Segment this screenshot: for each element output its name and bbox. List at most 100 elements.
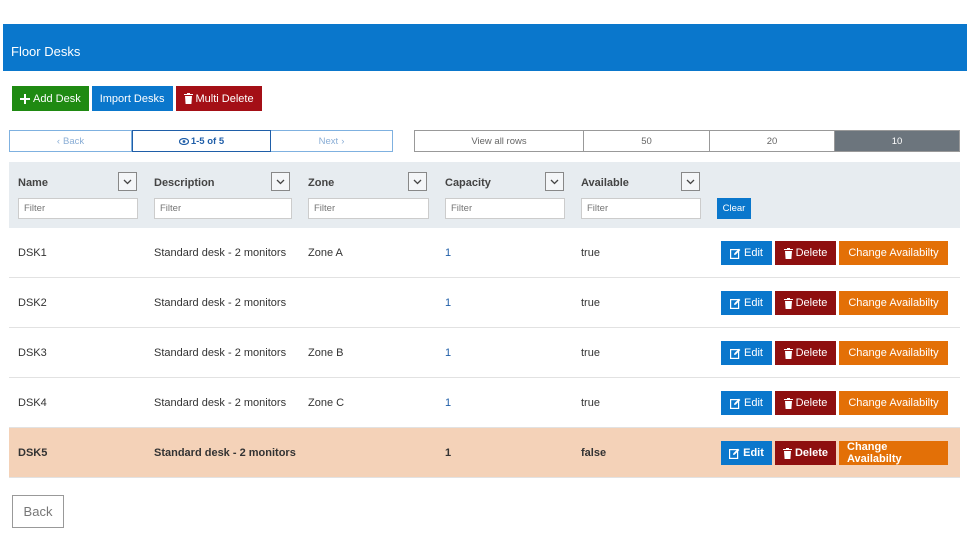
- desk-description: Standard desk - 2 monitors: [154, 447, 296, 459]
- rows-per-page: View all rows 50 20 10: [414, 130, 960, 152]
- table-row: DSK2 Standard desk - 2 monitors 1 true Edit D…: [9, 278, 960, 328]
- row-actions: Edit Delete Change Availabilty: [721, 291, 948, 315]
- column-description-label: Description: [154, 177, 215, 189]
- delete-button[interactable]: Delete: [775, 341, 836, 365]
- change-availability-button[interactable]: Change Availabilty: [839, 391, 948, 415]
- pager-next-button[interactable]: Next ›: [271, 131, 392, 151]
- column-zone-label: Zone: [308, 177, 335, 189]
- change-availability-label: Change Availabilty: [848, 397, 939, 409]
- delete-button[interactable]: Delete: [775, 241, 836, 265]
- column-name: Name: [18, 162, 146, 228]
- column-name-menu-button[interactable]: [118, 172, 137, 191]
- multi-delete-button[interactable]: Multi Delete: [175, 86, 262, 111]
- table-header: Name Description Zone Capacity Available…: [9, 162, 960, 228]
- pager-next-label: Next: [318, 135, 339, 147]
- column-available: Available: [581, 162, 711, 228]
- table-row: DSK5 Standard desk - 2 monitors 1 false Edit…: [9, 428, 960, 478]
- capacity-filter-input[interactable]: [445, 198, 565, 219]
- description-filter-input[interactable]: [154, 198, 292, 219]
- delete-button[interactable]: Delete: [775, 391, 836, 415]
- name-filter-input[interactable]: [18, 198, 138, 219]
- chevron-down-icon: [413, 176, 422, 188]
- delete-button[interactable]: Delete: [775, 291, 836, 315]
- column-zone: Zone: [308, 162, 438, 228]
- column-description-menu-button[interactable]: [271, 172, 290, 191]
- desk-available: false: [581, 447, 607, 459]
- eye-icon: [178, 137, 189, 145]
- add-desk-label: Add Desk: [33, 92, 81, 105]
- zone-filter-input[interactable]: [308, 198, 429, 219]
- row-actions: Edit Delete Change Availabilty: [721, 441, 948, 465]
- trash-icon: [782, 447, 792, 459]
- edit-button[interactable]: Edit: [721, 241, 772, 265]
- edit-button[interactable]: Edit: [721, 391, 772, 415]
- desk-zone: Zone A: [308, 247, 343, 259]
- desk-available: true: [581, 247, 600, 259]
- trash-icon: [183, 93, 193, 104]
- clear-filters-button[interactable]: Clear: [717, 198, 751, 219]
- pager: ‹ Back 1-5 of 5 Next ›: [9, 130, 393, 152]
- delete-label: Delete: [795, 297, 828, 309]
- change-availability-label: Change Availabilty: [848, 347, 939, 359]
- edit-label: Edit: [743, 447, 764, 459]
- edit-button[interactable]: Edit: [721, 341, 772, 365]
- table-row: DSK1 Standard desk - 2 monitors Zone A 1 tru…: [9, 228, 960, 278]
- change-availability-label: Change Availabilty: [848, 297, 939, 309]
- column-available-label: Available: [581, 177, 629, 189]
- change-availability-button[interactable]: Change Availabilty: [839, 441, 948, 465]
- rows-option-20[interactable]: 20: [710, 131, 835, 151]
- column-capacity: Capacity: [445, 162, 575, 228]
- delete-label: Delete: [795, 397, 828, 409]
- table-body: DSK1 Standard desk - 2 monitors Zone A 1 tru…: [9, 228, 960, 478]
- edit-icon: [730, 248, 741, 259]
- delete-button[interactable]: Delete: [775, 441, 836, 465]
- rows-option-all[interactable]: View all rows: [415, 131, 584, 151]
- row-actions: Edit Delete Change Availabilty: [721, 241, 948, 265]
- toolbar: Add Desk Import Desks Multi Delete: [12, 86, 262, 111]
- trash-icon: [783, 397, 793, 409]
- edit-label: Edit: [744, 347, 763, 359]
- desk-name: DSK1: [18, 247, 47, 259]
- trash-icon: [783, 247, 793, 259]
- change-availability-label: Change Availabilty: [847, 441, 902, 465]
- chevron-right-icon: ›: [341, 135, 345, 147]
- column-name-label: Name: [18, 177, 48, 189]
- column-description: Description: [154, 162, 299, 228]
- pager-back-button[interactable]: ‹ Back: [10, 131, 132, 151]
- desk-available: true: [581, 397, 600, 409]
- rows-option-50[interactable]: 50: [584, 131, 710, 151]
- rows-option-10[interactable]: 10: [835, 131, 959, 151]
- delete-label: Delete: [795, 247, 828, 259]
- column-capacity-menu-button[interactable]: [545, 172, 564, 191]
- edit-button[interactable]: Edit: [721, 441, 772, 465]
- trash-icon: [783, 347, 793, 359]
- edit-label: Edit: [744, 297, 763, 309]
- desk-available: true: [581, 297, 600, 309]
- desk-available: true: [581, 347, 600, 359]
- change-availability-button[interactable]: Change Availabilty: [839, 241, 948, 265]
- edit-label: Edit: [744, 247, 763, 259]
- column-zone-menu-button[interactable]: [408, 172, 427, 191]
- import-desks-button[interactable]: Import Desks: [91, 86, 173, 111]
- row-actions: Edit Delete Change Availabilty: [721, 341, 948, 365]
- pager-back-label: Back: [63, 135, 85, 147]
- page-header: Floor Desks: [3, 24, 967, 71]
- desk-description: Standard desk - 2 monitors: [154, 397, 287, 409]
- edit-icon: [730, 298, 741, 309]
- edit-icon: [730, 348, 741, 359]
- available-filter-input[interactable]: [581, 198, 701, 219]
- add-desk-button[interactable]: Add Desk: [12, 86, 89, 111]
- chevron-down-icon: [550, 176, 559, 188]
- change-availability-label: Change Availabilty: [848, 247, 939, 259]
- desk-name: DSK4: [18, 397, 47, 409]
- change-availability-button[interactable]: Change Availabilty: [839, 291, 948, 315]
- delete-label: Delete: [795, 347, 828, 359]
- row-actions: Edit Delete Change Availabilty: [721, 391, 948, 415]
- table-row: DSK3 Standard desk - 2 monitors Zone B 1 tru…: [9, 328, 960, 378]
- change-availability-button[interactable]: Change Availabilty: [839, 341, 948, 365]
- desk-zone: Zone B: [308, 347, 344, 359]
- edit-button[interactable]: Edit: [721, 291, 772, 315]
- multi-delete-label: Multi Delete: [195, 92, 254, 105]
- column-available-menu-button[interactable]: [681, 172, 700, 191]
- back-button[interactable]: Back: [12, 495, 64, 528]
